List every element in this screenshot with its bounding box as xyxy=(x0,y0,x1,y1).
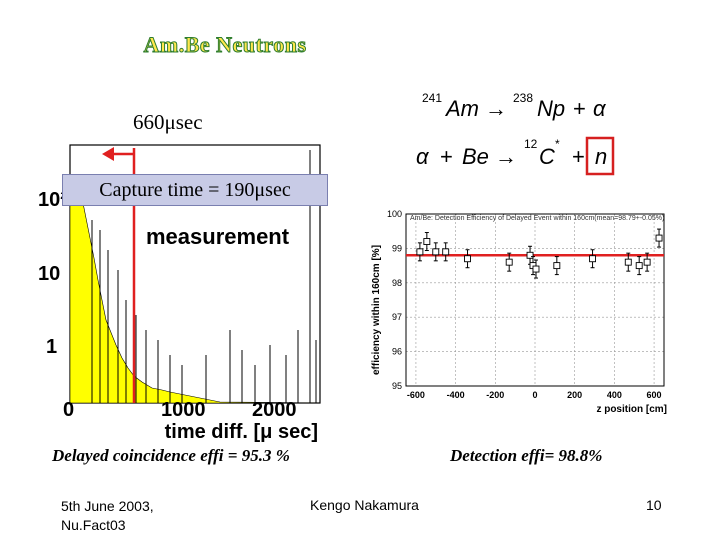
annotation-measurement: measurement xyxy=(146,224,290,249)
y-tick-label: 96 xyxy=(392,347,402,357)
x-tick-label: 600 xyxy=(647,390,662,400)
data-point xyxy=(532,265,540,273)
chart-frame xyxy=(405,213,665,387)
reaction-equations: 241 Am → 238 Np + α α + Be → 12 C * + n xyxy=(416,91,615,176)
data-point xyxy=(526,251,534,259)
x-tick-label: 0 xyxy=(532,390,537,400)
eq1-plus: + xyxy=(573,96,586,121)
eq1-np: Np xyxy=(537,96,565,121)
x-tick-label: -200 xyxy=(486,390,504,400)
y-tick-label: 99 xyxy=(392,243,402,253)
chart-title: Am/Be: Detection Efficiency of Delayed E… xyxy=(410,215,664,222)
chart-grid xyxy=(406,213,664,387)
data-point xyxy=(643,258,651,266)
y-tick-label: 97 xyxy=(392,312,402,322)
x-tick-label: -400 xyxy=(447,390,465,400)
caption-detection-efficiency: Detection effi= 98.8% xyxy=(450,446,603,465)
cut-660-arrowhead xyxy=(102,147,114,161)
data-point xyxy=(655,234,663,242)
data-point xyxy=(464,255,471,263)
y-tick-label: 100 xyxy=(387,209,402,219)
footer-author: Kengo Nakamura xyxy=(310,497,419,513)
eq2-star: * xyxy=(555,137,560,151)
footer-date-line2: Nu.Fact03 xyxy=(61,517,126,533)
data-point xyxy=(505,258,513,266)
data-point xyxy=(624,258,632,266)
x-tick-label: 200 xyxy=(567,390,582,400)
efficiency-points xyxy=(416,228,663,279)
y-tick-labels: 95 96 97 98 99 100 xyxy=(387,209,402,391)
caption-delayed-coincidence: Delayed coincidence effi = 95.3 % xyxy=(52,446,290,465)
chart-x-label: z position [cm] xyxy=(596,404,667,415)
label-660-usec: 660μsec xyxy=(133,110,203,134)
eq2-n: n xyxy=(595,144,607,169)
eq2-plus2: + xyxy=(572,144,585,169)
data-point xyxy=(442,248,450,256)
x-tick-label: -600 xyxy=(407,390,425,400)
x-axis-label: time diff. [μ sec] xyxy=(165,421,318,443)
chart-y-label: efficiency within 160cm [%] xyxy=(371,245,382,375)
eq2-be: Be xyxy=(462,144,489,169)
eq1-sup-238: 238 xyxy=(513,91,533,105)
data-point xyxy=(423,238,431,245)
footer-date-line1: 5th June 2003, xyxy=(61,498,154,514)
data-point xyxy=(589,255,597,263)
y-tick-1: 1 xyxy=(46,336,57,358)
data-point xyxy=(416,248,424,256)
slide-title: Am.Be Neutrons xyxy=(143,32,307,58)
eq2-c: C xyxy=(539,144,555,169)
eq1-sup-241: 241 xyxy=(422,91,442,105)
eq1-alpha: α xyxy=(593,96,607,121)
eq2-arrow: → xyxy=(495,144,517,169)
histogram-fill xyxy=(70,150,320,404)
capture-time-box: Capture time = 190μsec xyxy=(62,174,328,206)
y-tick-label: 95 xyxy=(392,381,402,391)
eq2-alpha: α xyxy=(416,144,430,169)
eq1-arrow: → xyxy=(485,96,507,121)
data-point xyxy=(432,248,440,256)
footer-date: 5th June 2003, Nu.Fact03 xyxy=(61,497,154,535)
data-point xyxy=(553,262,561,270)
x-tick-1000: 1000 xyxy=(161,399,206,421)
eq2-plus: + xyxy=(440,144,453,169)
y-tick-label: 98 xyxy=(392,278,402,288)
data-point xyxy=(635,262,643,270)
histogram-noise-bars xyxy=(91,150,317,403)
x-tick-0: 0 xyxy=(63,399,74,421)
footer-page-number: 10 xyxy=(646,497,662,513)
efficiency-chart: Am/Be: Detection Efficiency of Delayed E… xyxy=(371,209,667,415)
y-tick-100: 10² xyxy=(38,189,67,211)
histogram-yellow-area xyxy=(70,173,320,404)
x-tick-2000: 2000 xyxy=(252,399,297,421)
neutron-highlight-box xyxy=(585,136,615,176)
eq2-sup-12: 12 xyxy=(524,137,538,151)
y-tick-10: 10 xyxy=(38,263,60,285)
eq1-am: Am xyxy=(444,96,479,121)
x-tick-labels: -600 -400 -200 0 200 400 600 xyxy=(407,390,662,400)
x-tick-label: 400 xyxy=(607,390,622,400)
